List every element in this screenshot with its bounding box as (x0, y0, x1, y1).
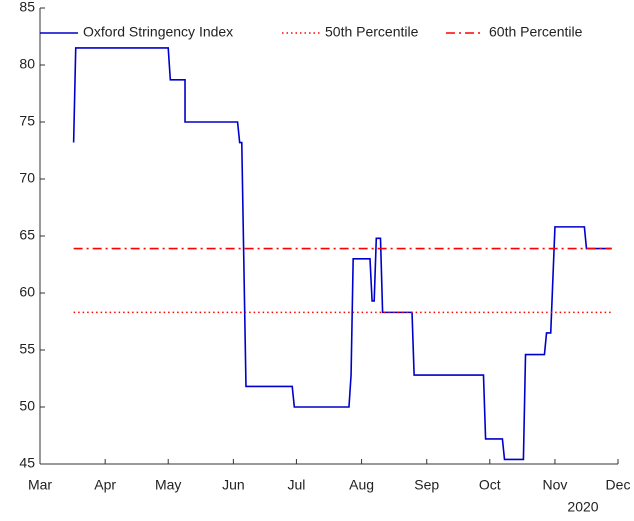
y-tick-label: 85 (19, 0, 35, 15)
y-tick-label: 70 (19, 170, 35, 186)
y-tick-label: 75 (19, 113, 35, 129)
x-tick-label: Nov (542, 477, 567, 493)
legend-label: 60th Percentile (489, 24, 583, 40)
y-tick-label: 80 (19, 56, 35, 72)
y-tick-label: 55 (19, 341, 35, 357)
x-tick-label: Jun (222, 477, 245, 493)
legend-label: 50th Percentile (325, 24, 419, 40)
x-tick-label: Oct (479, 477, 501, 493)
y-tick-label: 60 (19, 284, 35, 300)
x-tick-label: Mar (28, 477, 52, 493)
x-tick-label: Aug (349, 477, 374, 493)
y-tick-label: 45 (19, 455, 35, 471)
x-tick-label: Jul (287, 477, 305, 493)
y-tick-label: 65 (19, 227, 35, 243)
legend-label: Oxford Stringency Index (83, 24, 233, 40)
x-sublabel: 2020 (567, 499, 598, 515)
x-tick-label: Sep (414, 477, 439, 493)
x-tick-label: Dec (606, 477, 631, 493)
x-tick-label: Apr (94, 477, 116, 493)
y-tick-label: 50 (19, 398, 35, 414)
x-tick-label: May (155, 477, 181, 493)
series-line (72, 47, 612, 461)
